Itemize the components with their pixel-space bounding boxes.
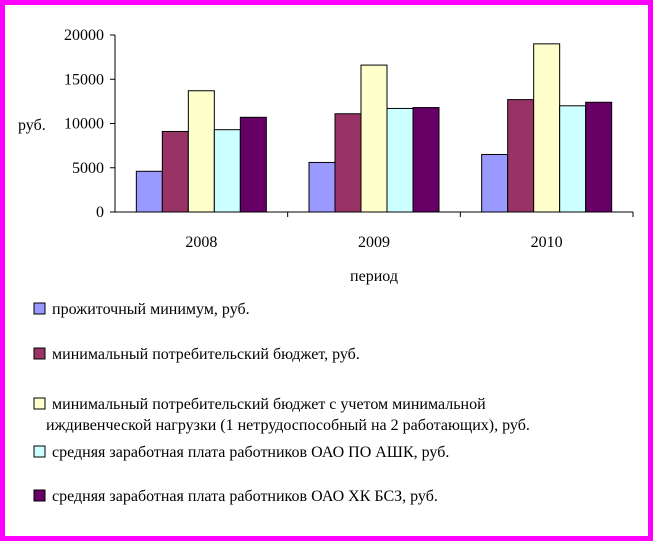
x-axis-label: период (350, 268, 398, 285)
plot-area: 0 5000 10000 15000 20000 2008 2009 2010 (64, 27, 634, 251)
bar (161, 130, 189, 213)
y-tick-label: 0 (96, 204, 104, 221)
legend-swatch (33, 445, 46, 458)
legend-swatch (33, 302, 46, 315)
legend-label: минимальный потребительский бюджет с уче… (46, 396, 530, 434)
legend-label: минимальный потребительский бюджет, руб. (52, 346, 360, 363)
bar (239, 116, 267, 213)
bar (412, 107, 440, 213)
bar (360, 64, 388, 213)
legend-label: средняя заработная плата работников ОАО … (52, 488, 438, 505)
bar (135, 170, 163, 213)
y-tick-label: 10000 (64, 116, 104, 133)
bar (334, 113, 362, 213)
bar (308, 161, 336, 213)
legend-label-line: средняя заработная плата работников ОАО … (52, 488, 438, 505)
y-tick-label: 15000 (64, 71, 104, 88)
x-tick-label: 2010 (531, 234, 563, 251)
bar (559, 105, 587, 213)
y-tick-label: 20000 (64, 27, 104, 44)
x-tick-label: 2009 (358, 234, 390, 251)
legend-label: прожиточный минимум, руб. (52, 301, 250, 318)
bar (507, 99, 535, 213)
bar (213, 129, 241, 213)
legend-label-line: минимальный потребительский бюджет с уче… (52, 396, 486, 413)
y-axis-label: руб. (18, 117, 46, 134)
legend-label: средняя заработная плата работников ОАО … (52, 444, 449, 461)
y-tick-label: 5000 (72, 160, 104, 177)
legend-label-line: средняя заработная плата работников ОАО … (52, 444, 449, 461)
legend-label-line: иждивенческой нагрузки (1 нетрудоспособн… (46, 417, 530, 434)
bar (187, 90, 215, 213)
bar (481, 153, 509, 213)
legend-label-line: прожиточный минимум, руб. (52, 301, 250, 318)
legend-swatch (33, 489, 46, 502)
legend-swatch (33, 347, 46, 360)
bar (585, 101, 613, 213)
legend-label-line: минимальный потребительский бюджет, руб. (52, 346, 360, 363)
bar (386, 107, 414, 213)
legend: прожиточный минимум, руб. минимальный пот… (33, 301, 530, 505)
legend-swatch (33, 397, 46, 410)
bar (533, 43, 561, 213)
x-tick-label: 2008 (185, 234, 217, 251)
